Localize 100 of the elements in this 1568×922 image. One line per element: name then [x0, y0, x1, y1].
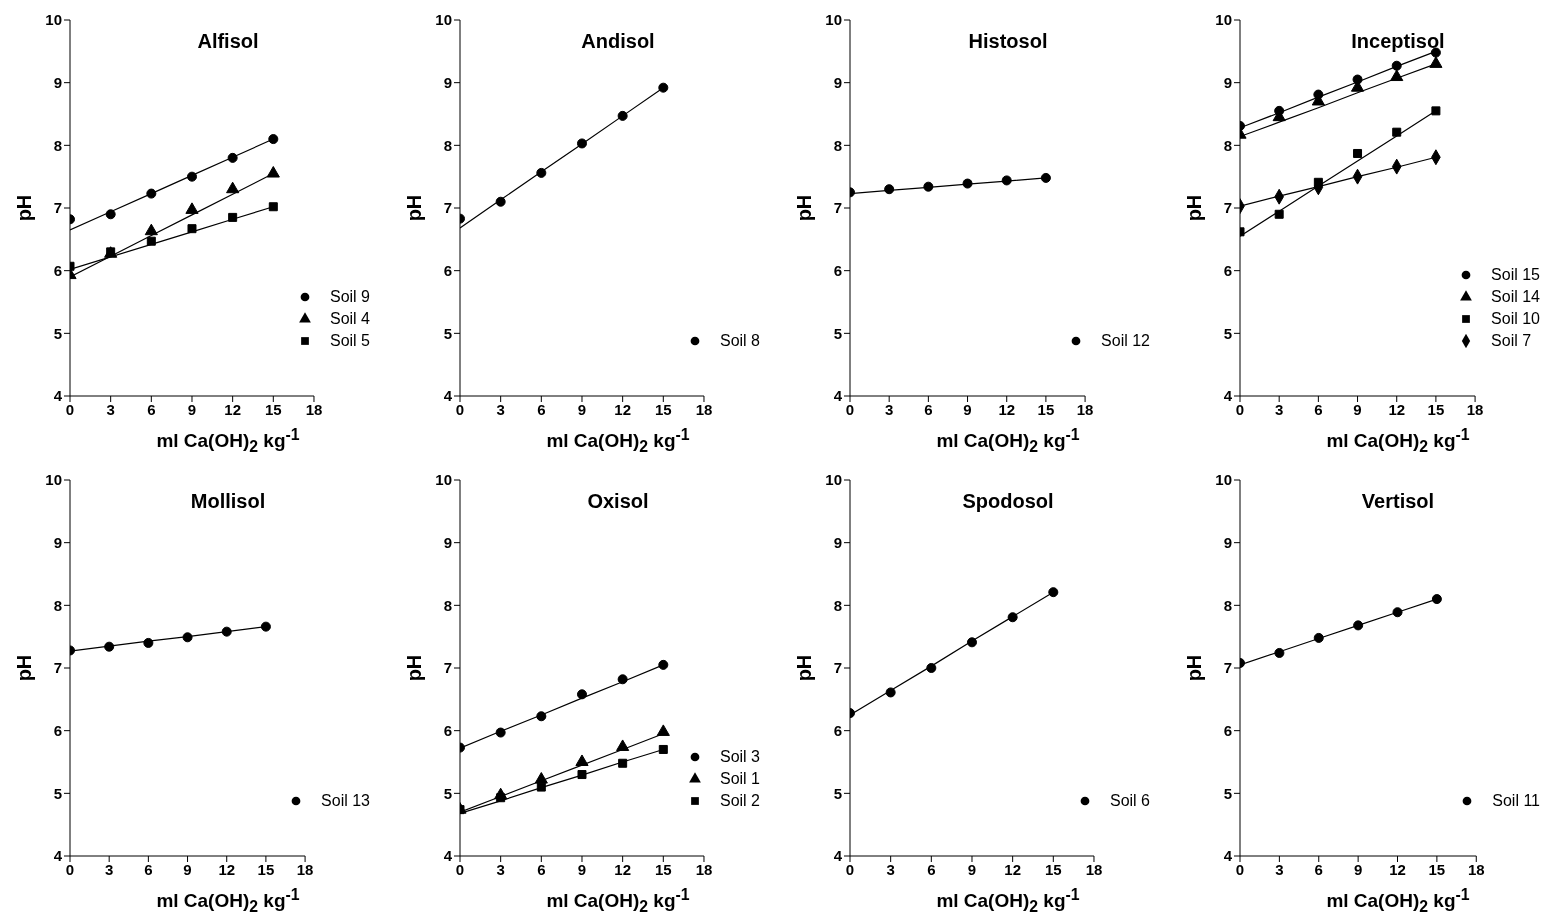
y-tick-label: 8 — [443, 136, 452, 154]
x-tick-label: 12 — [224, 400, 241, 418]
y-tick-label: 5 — [833, 324, 842, 342]
y-tick-label: 10 — [45, 471, 62, 489]
y-tick-label: 5 — [443, 324, 452, 342]
x-tick-label: 15 — [257, 860, 275, 878]
x-tick-label: 9 — [577, 860, 587, 878]
x-tick-label: 6 — [927, 860, 936, 878]
text: Inceptisol — [1350, 30, 1446, 53]
y-tick-label: 9 — [53, 73, 62, 91]
x-tick-label: 3 — [105, 860, 114, 878]
y-axis-title: pH — [403, 194, 426, 222]
y-axis-title: pH — [403, 654, 426, 682]
y-axis-title: pH — [1183, 654, 1206, 682]
x-tick-label: 6 — [1314, 860, 1323, 878]
x-tick-label: 3 — [1275, 860, 1284, 878]
y-tick-label: 9 — [443, 73, 452, 91]
y-tick-label: 8 — [443, 596, 452, 614]
y-tick-label: 8 — [1223, 136, 1232, 154]
legend-label: Soil 4 — [329, 309, 370, 329]
x-axis-title: ml Ca(OH)$_{2}$ kg$^{-1}$ — [155, 886, 301, 917]
y-tick-label: 4 — [1223, 387, 1233, 405]
x-tick-label: 3 — [106, 400, 115, 418]
y-tick-label: 9 — [1223, 533, 1232, 551]
y-tick-label: 9 — [833, 533, 842, 551]
legend-label: Soil 3 — [719, 747, 760, 767]
x-tick-label: 9 — [963, 400, 972, 418]
legend-label: Soil 1 — [719, 769, 760, 789]
x-tick-label: 0 — [845, 860, 855, 878]
x-axis-title: ml Ca(OH)$_{2}$ kg$^{-1}$ — [545, 426, 691, 457]
y-tick-label: 4 — [833, 847, 843, 865]
y-tick-label: 6 — [833, 261, 842, 279]
y-tick-label: 5 — [833, 784, 842, 802]
legend-label: Soil 7 — [1491, 331, 1532, 351]
y-tick-label: 7 — [833, 659, 842, 677]
x-tick-label: 9 — [1353, 860, 1363, 878]
y-tick-label: 4 — [443, 387, 453, 405]
legend-label: Soil 15 — [1491, 265, 1540, 285]
y-tick-label: 7 — [53, 659, 62, 677]
x-axis-title: ml Ca(OH)$_{2}$ kg$^{-1}$ — [155, 426, 301, 457]
legend-label: Soil 10 — [1491, 309, 1540, 329]
y-tick-label: 9 — [833, 73, 842, 91]
x-tick-label: 3 — [496, 860, 505, 878]
x-tick-label: 0 — [1235, 400, 1245, 418]
y-tick-label: 4 — [1223, 847, 1233, 865]
x-axis-title: ml Ca(OH)$_{2}$ kg$^{-1}$ — [1325, 886, 1471, 917]
x-tick-label: 12 — [614, 400, 631, 418]
y-tick-label: 6 — [1223, 261, 1232, 279]
x-tick-label: 9 — [1353, 400, 1362, 418]
y-tick-label: 7 — [53, 199, 62, 217]
legend-label: Soil 8 — [719, 331, 760, 351]
y-tick-label: 7 — [833, 199, 842, 217]
x-tick-label: 12 — [614, 860, 631, 878]
x-tick-label: 9 — [187, 400, 197, 418]
y-tick-label: 6 — [833, 721, 842, 739]
y-axis-title: pH — [13, 194, 36, 222]
x-tick-label: 0 — [845, 400, 855, 418]
x-tick-label: 18 — [1466, 400, 1484, 418]
x-tick-label: 15 — [264, 400, 282, 418]
legend-label: Soil 5 — [329, 331, 370, 351]
y-tick-label: 10 — [825, 11, 842, 29]
x-tick-label: 15 — [1428, 860, 1446, 878]
y-tick-label: 4 — [443, 847, 453, 865]
x-tick-label: 0 — [65, 860, 75, 878]
y-tick-label: 5 — [53, 784, 62, 802]
x-tick-label: 3 — [886, 860, 895, 878]
x-tick-label: 6 — [1314, 400, 1323, 418]
text: Histosol — [967, 30, 1049, 53]
legend-label: Soil 12 — [1101, 331, 1150, 351]
legend-label: Soil 9 — [329, 287, 370, 307]
y-tick-label: 6 — [443, 261, 452, 279]
y-tick-label: 6 — [443, 721, 452, 739]
x-tick-label: 3 — [885, 400, 894, 418]
y-tick-label: 9 — [53, 533, 62, 551]
x-tick-label: 15 — [654, 400, 672, 418]
y-tick-label: 9 — [1223, 73, 1232, 91]
y-tick-label: 6 — [53, 721, 62, 739]
x-tick-label: 9 — [577, 400, 587, 418]
x-tick-label: 6 — [144, 860, 153, 878]
legend-label: Soil 13 — [321, 791, 370, 811]
x-axis-title: ml Ca(OH)$_{2}$ kg$^{-1}$ — [1325, 426, 1471, 457]
x-tick-label: 12 — [1389, 860, 1406, 878]
y-tick-label: 4 — [833, 387, 843, 405]
legend-label: Soil 11 — [1492, 791, 1540, 811]
y-tick-label: 6 — [1223, 721, 1232, 739]
y-tick-label: 10 — [825, 471, 842, 489]
y-tick-label: 8 — [833, 136, 842, 154]
y-tick-label: 5 — [1223, 324, 1232, 342]
text: Andisol — [580, 30, 656, 53]
x-tick-label: 6 — [537, 860, 546, 878]
y-tick-label: 8 — [53, 136, 62, 154]
legend-label: Soil 6 — [1109, 791, 1150, 811]
x-tick-label: 9 — [183, 860, 192, 878]
y-tick-label: 8 — [53, 596, 62, 614]
y-tick-label: 7 — [1223, 199, 1232, 217]
legend-label: Soil 14 — [1491, 287, 1540, 307]
y-axis-title: pH — [1183, 194, 1206, 222]
x-tick-label: 18 — [1076, 400, 1094, 418]
x-tick-label: 12 — [1004, 860, 1021, 878]
y-axis-title: pH — [793, 194, 816, 222]
